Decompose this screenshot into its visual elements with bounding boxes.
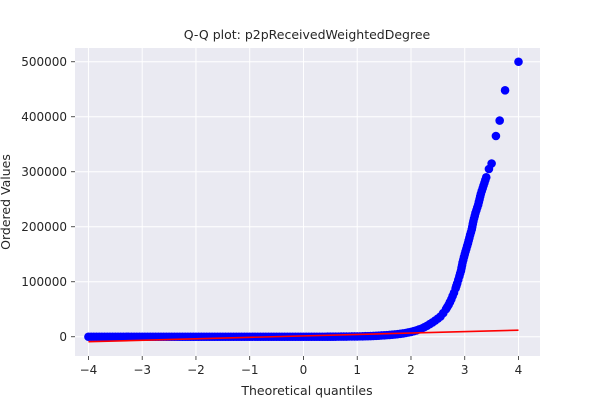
data-point — [495, 116, 504, 125]
data-point — [487, 159, 496, 168]
x-tick-label: −3 — [133, 363, 151, 377]
x-tick-label: −4 — [80, 363, 98, 377]
x-axis-ticks: −4 −3 −2 −1 0 1 2 3 4 — [80, 356, 523, 377]
y-tick-label: 500000 — [21, 55, 67, 69]
x-tick-label: −1 — [241, 363, 259, 377]
data-point — [500, 86, 510, 95]
x-tick-label: 1 — [353, 363, 361, 377]
x-tick-label: −2 — [187, 363, 205, 377]
x-tick-label: 4 — [515, 363, 523, 377]
y-tick-label: 300000 — [21, 165, 67, 179]
x-axis-label: Theoretical quantiles — [240, 383, 372, 398]
data-point — [491, 131, 501, 141]
chart-title: Q-Q plot: p2pReceivedWeightedDegree — [184, 27, 431, 42]
fit-line — [88, 329, 519, 343]
y-axis-label: Ordered Values — [0, 154, 13, 250]
y-tick-label: 100000 — [21, 275, 67, 289]
data-point — [481, 172, 491, 182]
grid-lines — [75, 48, 540, 356]
y-tick-label: 200000 — [21, 220, 67, 234]
x-tick-label: 0 — [300, 363, 308, 377]
data-points — [84, 57, 523, 342]
x-tick-label: 2 — [407, 363, 415, 377]
y-tick-label: 0 — [59, 330, 67, 344]
data-point — [514, 57, 523, 67]
y-tick-label: 400000 — [21, 110, 67, 124]
x-tick-label: 3 — [461, 363, 469, 377]
y-axis-ticks: 0 100000 200000 300000 400000 500000 — [21, 55, 75, 344]
plot-background — [75, 48, 540, 356]
